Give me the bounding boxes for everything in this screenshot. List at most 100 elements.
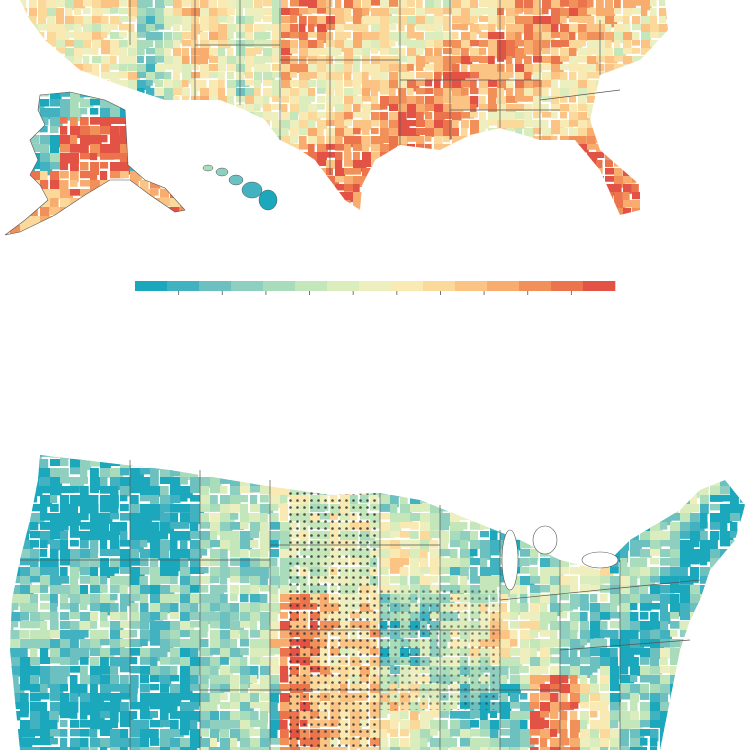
county-cell: [650, 540, 662, 551]
alaska-cell: [160, 171, 172, 180]
county-cell: [500, 495, 509, 503]
county-cell: [650, 72, 658, 79]
county-cell: [434, 16, 445, 26]
county-cell: [80, 522, 91, 530]
county-cell: [560, 648, 569, 660]
county-cell: [100, 702, 110, 715]
county-cell: [272, 104, 283, 110]
county-cell: [209, 152, 217, 162]
county-cell: [524, 0, 535, 12]
county-cell: [47, 72, 59, 78]
county-cell: [60, 486, 75, 494]
county-cell: [83, 48, 96, 55]
county-cell: [290, 192, 298, 203]
county-cell: [542, 24, 552, 33]
alaska-cell: [140, 225, 154, 235]
county-cell: [740, 648, 745, 656]
alaska-cell: [130, 225, 142, 234]
county-cell: [659, 184, 668, 193]
county-cell: [470, 168, 477, 178]
county-cell: [70, 603, 79, 613]
county-cell: [100, 576, 108, 585]
alaska-cell: [110, 117, 124, 124]
county-cell: [560, 684, 575, 694]
county-cell: [480, 549, 492, 560]
county-cell: [180, 675, 192, 687]
county-cell: [497, 72, 510, 81]
county-cell: [578, 24, 587, 36]
county-cell: [670, 468, 681, 482]
alaska-cell: [30, 92, 38, 102]
county-cell: [50, 720, 58, 730]
county-cell: [488, 72, 499, 80]
county-cell: [281, 88, 292, 97]
county-cell: [632, 24, 643, 31]
county-cell: [38, 64, 46, 75]
county-cell: [150, 684, 160, 691]
legend-swatch: [327, 281, 360, 291]
county-cell: [160, 540, 173, 551]
county-cell: [659, 192, 668, 203]
county-cell: [371, 168, 383, 177]
county-cell: [490, 711, 498, 718]
county-cell: [440, 729, 453, 740]
county-cell: [596, 48, 607, 57]
alaska-cell: [20, 198, 31, 211]
county-cell: [515, 208, 522, 215]
county-cell: [150, 711, 158, 718]
county-cell: [720, 576, 735, 589]
county-cell: [137, 88, 145, 98]
county-cell: [550, 747, 561, 750]
county-cell: [420, 522, 435, 534]
county-cell: [470, 24, 482, 34]
county-cell: [407, 8, 416, 15]
county-cell: [299, 176, 307, 185]
county-cell: [569, 136, 583, 145]
county-cell: [137, 160, 151, 169]
county-cell: [389, 152, 403, 160]
county-cell: [570, 684, 581, 693]
county-cell: [389, 48, 399, 55]
county-cell: [500, 612, 511, 620]
alaska-cell: [90, 216, 100, 224]
county-cell: [668, 216, 678, 226]
county-cell: [425, 160, 435, 166]
county-cell: [400, 459, 415, 471]
county-cell: [550, 621, 560, 630]
county-cell: [60, 477, 71, 484]
county-cell: [250, 468, 259, 481]
county-cell: [443, 56, 456, 65]
county-cell: [80, 540, 89, 549]
county-cell: [680, 477, 693, 487]
county-cell: [290, 168, 299, 178]
county-cell: [130, 693, 138, 704]
county-cell: [0, 648, 9, 655]
county-cell: [60, 567, 68, 578]
county-cell: [170, 504, 181, 513]
county-cell: [610, 711, 621, 722]
county-cell: [600, 522, 615, 534]
county-cell: [550, 576, 561, 587]
county-cell: [506, 48, 519, 58]
county-cell: [710, 594, 722, 607]
county-cell: [245, 104, 255, 116]
county-cell: [299, 160, 307, 171]
county-cell: [524, 200, 536, 210]
county-cell: [128, 88, 137, 98]
county-cell: [470, 720, 480, 728]
county-cell: [353, 40, 364, 48]
county-cell: [515, 40, 528, 47]
county-cell: [680, 693, 688, 707]
county-cell: [254, 80, 262, 88]
county-cell: [74, 40, 84, 49]
county-cell: [272, 80, 281, 92]
county-cell: [560, 32, 569, 43]
county-cell: [520, 594, 528, 606]
county-cell: [344, 104, 352, 114]
alaska-cell: [130, 216, 144, 226]
county-cell: [30, 522, 39, 531]
county-cell: [610, 567, 619, 574]
county-cell: [371, 200, 378, 209]
county-cell: [191, 176, 201, 186]
county-cell: [623, 40, 632, 49]
